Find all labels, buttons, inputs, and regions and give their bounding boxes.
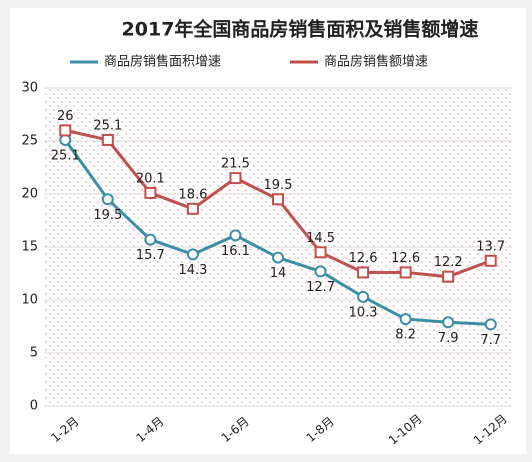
data-point [272,251,284,264]
data-label: 7.9 [438,331,459,346]
data-label: 15.7 [136,248,165,263]
data-point [442,270,455,283]
chart-title: 2017年全国商品房销售面积及销售额增速 [122,18,479,41]
data-point [442,316,455,329]
y-tick-label: 5 [30,346,38,361]
data-point [314,246,327,259]
data-point [101,193,114,206]
data-point [186,202,199,215]
data-label: 12.6 [391,251,420,266]
legend-label: 商品房销售面积增速 [104,54,221,70]
data-label: 14.3 [178,263,207,278]
y-tick-label: 30 [21,81,38,96]
data-point [144,233,157,246]
data-point [59,124,72,137]
data-point [484,254,497,267]
data-label: 19.5 [264,178,293,193]
data-label: 25.1 [51,148,80,163]
data-label: 12.2 [434,255,463,270]
data-label: 12.7 [306,280,335,295]
data-point [357,266,370,279]
data-label: 8.2 [395,328,416,343]
data-label: 25.1 [93,118,122,133]
y-tick-label: 15 [21,240,38,255]
data-point [272,193,284,206]
data-label: 18.6 [178,187,207,202]
legend-label: 商品房销售额增速 [324,54,428,70]
data-point [101,133,114,146]
y-tick-label: 25 [21,134,38,149]
data-label: 20.1 [136,171,165,186]
data-label: 19.5 [93,208,122,223]
data-point [399,313,412,326]
data-label: 10.3 [349,305,378,320]
data-point [59,133,72,146]
data-point [186,248,199,261]
data-label: 16.1 [221,244,250,259]
data-point [357,290,370,303]
data-label: 14.5 [306,231,335,246]
data-label: 7.7 [480,333,501,348]
data-label: 21.5 [221,157,250,172]
y-tick-label: 20 [21,187,38,202]
y-tick-label: 0 [30,399,38,414]
data-point [229,172,242,185]
data-label: 13.7 [476,239,505,254]
data-label: 14 [270,266,287,281]
data-point [144,186,157,199]
y-tick-label: 10 [21,293,38,308]
data-label: 26 [57,109,74,124]
data-point [484,318,497,331]
data-point [399,266,412,279]
data-label: 12.6 [349,251,378,266]
data-point [314,265,327,278]
data-point [229,229,242,242]
